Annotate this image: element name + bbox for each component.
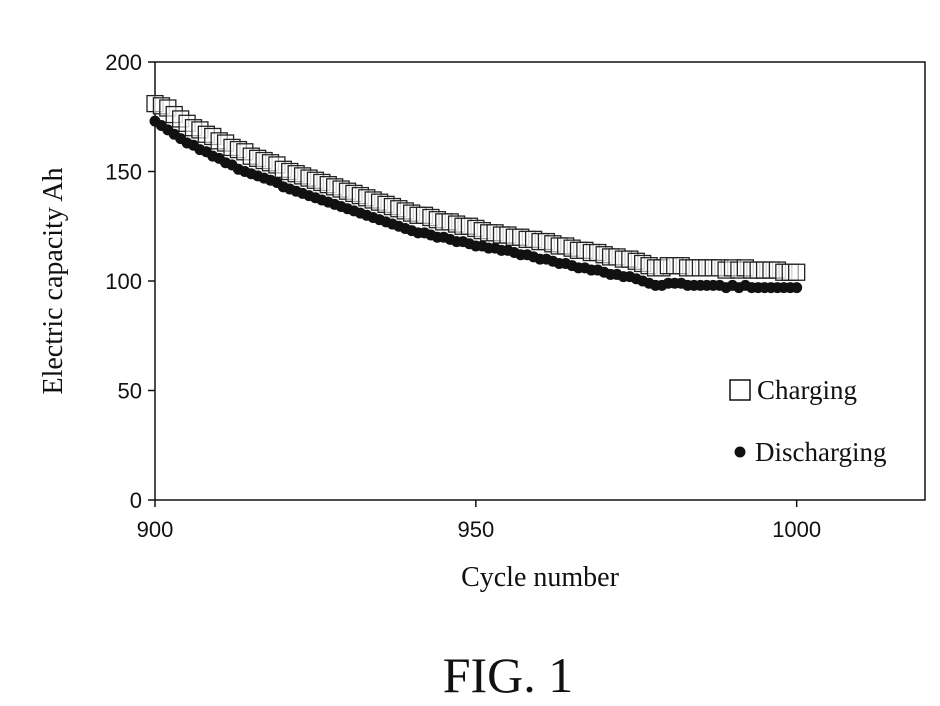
y-tick-label: 100 — [105, 269, 142, 294]
legend-charging-label: Charging — [757, 375, 857, 405]
x-tick-label: 900 — [137, 517, 174, 542]
legend-discharging-label: Discharging — [755, 437, 886, 467]
legend-charging-marker — [729, 379, 751, 401]
x-tick-label: 1000 — [772, 517, 821, 542]
figure-caption: FIG. 1 — [443, 647, 574, 703]
x-axis: 900 950 1000 — [137, 500, 821, 542]
y-tick-label: 200 — [105, 50, 142, 75]
y-tick-label: 0 — [130, 488, 142, 513]
discharging-point — [791, 282, 803, 294]
charging-point — [788, 263, 806, 281]
legend-discharging-marker — [734, 446, 746, 458]
y-tick-label: 150 — [105, 160, 142, 185]
legend: Charging Discharging — [729, 375, 886, 467]
y-axis: 0 50 100 150 200 — [105, 50, 155, 513]
series-charging — [146, 94, 806, 281]
plot-frame — [154, 61, 926, 501]
x-axis-label: Cycle number — [461, 562, 620, 593]
y-axis-label: Electric capacity Ah — [38, 168, 69, 395]
y-tick-label: 50 — [118, 379, 142, 404]
series-discharging — [149, 115, 803, 294]
x-tick-label: 950 — [457, 517, 494, 542]
